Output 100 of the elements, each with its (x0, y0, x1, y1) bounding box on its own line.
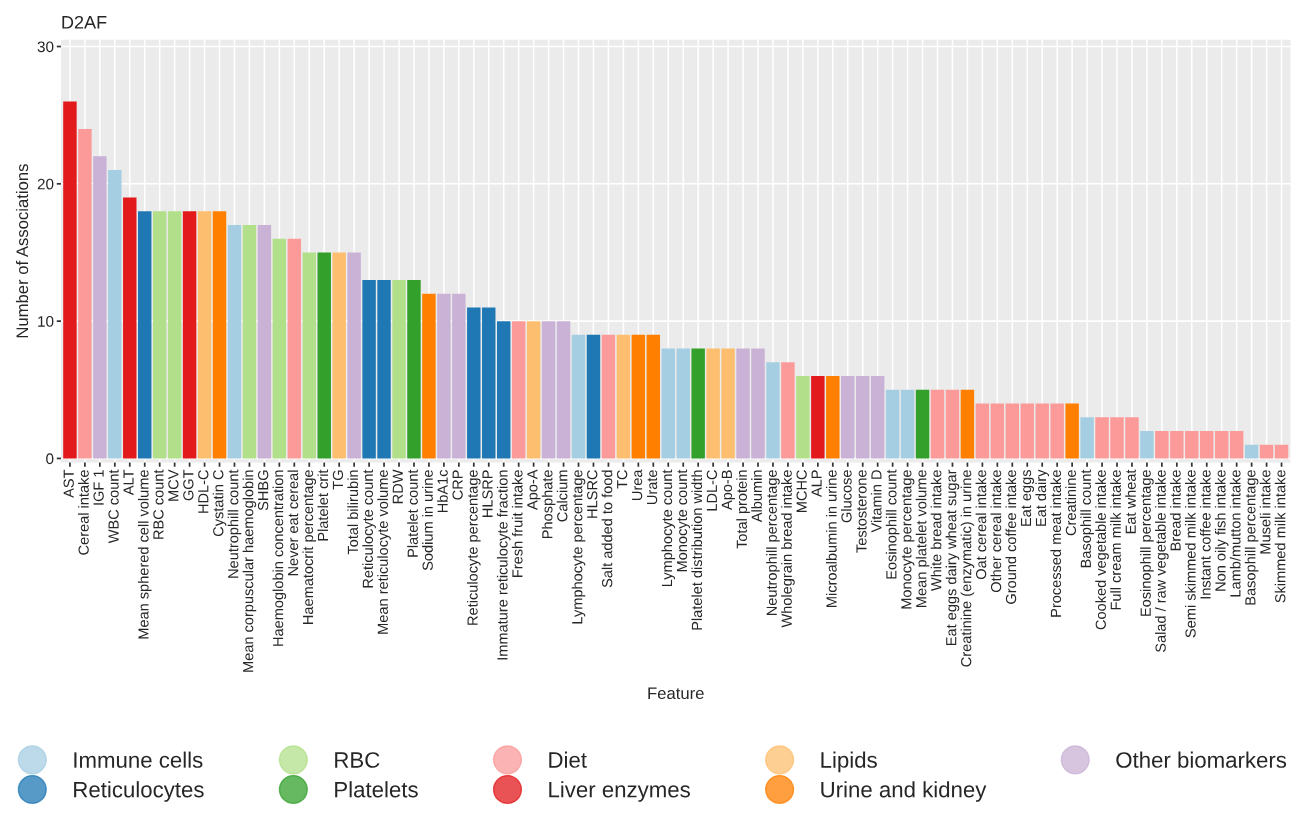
x-tick-label: HDL-C (198, 470, 209, 513)
bar (526, 321, 541, 459)
x-tick-label: TC (616, 470, 628, 489)
x-tick-label: Cystatin C (212, 470, 227, 537)
x-tick-label: Skimmed milk intake (1274, 470, 1286, 603)
bar (990, 403, 1005, 459)
x-tick-label: Mean reticulocyte volume (377, 470, 391, 634)
x-tick-label: Salad / raw vegetable intake (1155, 470, 1169, 653)
bar (1140, 430, 1154, 459)
y-tick-label: 10 (38, 316, 54, 327)
x-tick-label: Reticulocyte count (362, 469, 376, 588)
x-tick-label: ALT (123, 469, 134, 496)
bar (781, 362, 795, 459)
x-tick-label: Immature reticulocyte fraction (496, 470, 511, 660)
x-tick-label: Reticulocyte percentage (467, 470, 481, 625)
x-tick-label: Haematocrit percentage (302, 470, 317, 624)
x-tick-label: Haemoglobin concentration (272, 470, 287, 646)
legend-label: RBC (335, 752, 380, 768)
x-tick-label: RDW (392, 469, 403, 504)
bar (287, 238, 302, 459)
bar (900, 389, 915, 459)
x-tick-label: Bread intake (1170, 470, 1181, 551)
x-tick-label: Apo-B (721, 470, 735, 511)
legend-label: Immune cells (74, 751, 203, 768)
bar (601, 334, 616, 459)
bar (885, 389, 900, 459)
bar (1214, 430, 1229, 459)
y-tick-label: 30 (37, 41, 54, 53)
bar (422, 293, 436, 459)
bar (796, 376, 810, 459)
x-tick-label: Eat wheat (1125, 469, 1136, 534)
x-tick-label: Platelet count (407, 469, 418, 557)
bar (841, 376, 855, 459)
x-tick-label: HLSRC (587, 470, 598, 518)
legend-label: Urine and kidney (821, 781, 987, 802)
bar (257, 225, 272, 459)
x-tick-label: Non oily fish intake (1214, 470, 1229, 591)
bar (616, 334, 631, 459)
legend-label: Diet (549, 751, 587, 768)
bar (646, 334, 661, 459)
x-tick-label: Ground coffee intake (1005, 470, 1017, 604)
x-axis-title: Feature (648, 687, 704, 700)
bar (347, 252, 361, 459)
x-tick-label: Microalbumin in urine (826, 470, 837, 607)
x-tick-label: HbA1c (437, 469, 448, 513)
x-tick-label: Mean platelet volume (915, 470, 930, 607)
x-tick-label: Lymphocyte count (661, 469, 676, 587)
bar (78, 128, 92, 459)
x-tick-label: IGF 1 (93, 470, 104, 505)
x-tick-label: Total protein (736, 470, 750, 549)
bar (915, 389, 930, 459)
x-tick-label: TG (332, 470, 344, 490)
x-tick-label: White bread intake (930, 470, 942, 592)
x-tick-label: Albumin (751, 470, 762, 523)
x-tick-label: WBC count (108, 469, 119, 544)
x-tick-label: AST (63, 469, 74, 498)
x-tick-label: Eat dairy (1035, 469, 1050, 526)
x-tick-label: Eosinophill count (885, 469, 900, 579)
x-tick-label: ALP (811, 470, 822, 498)
bar (930, 389, 945, 459)
x-tick-label: Monocyte count (676, 469, 691, 572)
x-tick-label: Never eat cereal (287, 470, 299, 576)
bar (167, 211, 182, 459)
bar (152, 211, 167, 459)
bar (1080, 417, 1094, 459)
x-tick-label: Creatinine (enzymatic) in urine (960, 470, 975, 667)
bar (93, 156, 107, 459)
x-tick-label: Semi skimmed milk intake (1184, 470, 1196, 638)
bar (108, 170, 122, 459)
bar (511, 321, 526, 459)
x-tick-label: Glucose (840, 470, 852, 523)
x-tick-label: Cereal intake (78, 470, 89, 555)
bar (1005, 403, 1020, 459)
x-tick-label: Calcium (556, 470, 568, 522)
bar (496, 321, 511, 459)
x-tick-label: HLSRP (482, 470, 493, 517)
bar (1274, 444, 1289, 459)
legend-label: Reticulocytes (74, 781, 204, 802)
bar (212, 211, 227, 459)
bar (317, 252, 331, 459)
bar (123, 197, 137, 459)
x-tick-label: Apo-A (527, 469, 541, 511)
legend-label: Other biomarkers (1116, 751, 1287, 768)
x-tick-label: Testosterone (856, 470, 867, 553)
x-tick-label: SHBG (257, 470, 269, 511)
x-tick-label: Mean sphered cell volume (137, 470, 152, 639)
legend-label: Platelets (335, 781, 418, 798)
x-tick-label: Platelet distribution width (691, 470, 703, 630)
x-tick-label: Fresh fruit intake (511, 470, 523, 577)
x-tick-label: Vitamin D (870, 470, 882, 533)
x-tick-label: Cooked vegetable intake (1095, 470, 1109, 630)
bar (541, 321, 556, 459)
x-tick-label: Other cereal intake (990, 470, 1002, 593)
bar (1244, 444, 1259, 459)
bar (975, 403, 990, 459)
bar (766, 362, 780, 459)
x-tick-label: Lymphocyte percentage (571, 470, 586, 624)
x-tick-label: Monocyte percentage (901, 470, 915, 609)
bar (1065, 403, 1079, 459)
x-tick-label: Phosphate (541, 470, 556, 539)
